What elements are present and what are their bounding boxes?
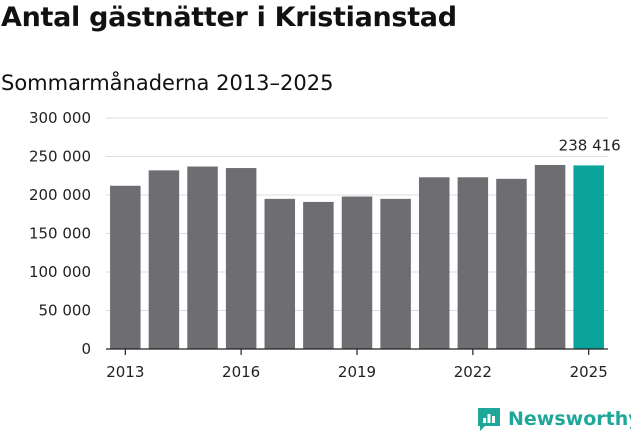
newsworthy-logo-icon — [478, 408, 500, 431]
bar-2019 — [341, 196, 373, 349]
y-tick-label: 100 000 — [29, 263, 91, 281]
y-tick-label: 250 000 — [29, 148, 91, 166]
bar-2025 — [573, 165, 604, 349]
bar-2017 — [264, 198, 296, 349]
bar-chart: 0 50 000 100 000 150 000 200 000 250 000 300 0… — [29, 109, 621, 381]
bar-2024 — [534, 164, 566, 349]
brand: Newsworthy — [476, 406, 631, 432]
y-tick-label: 0 — [81, 340, 91, 358]
x-tick-label: 2016 — [222, 363, 260, 381]
y-tick-label: 150 000 — [29, 225, 91, 243]
bar-2022 — [457, 177, 489, 349]
bar-2016 — [225, 168, 257, 349]
chart-title: Antal gästnätter i Kristianstad — [1, 2, 457, 33]
bar-2014 — [148, 170, 180, 349]
y-tick-label: 200 000 — [29, 186, 91, 204]
bar-2023 — [496, 178, 527, 349]
bar-2020 — [380, 198, 411, 349]
bar-2013 — [110, 185, 141, 349]
brand-name: Newsworthy — [508, 408, 631, 430]
x-tick-label: 2013 — [106, 363, 144, 381]
bar-2021 — [418, 177, 450, 349]
bar-2018 — [303, 201, 334, 349]
y-tick-label: 50 000 — [39, 302, 92, 320]
chart-subtitle: Sommarmånaderna 2013–2025 — [1, 71, 334, 95]
data-label: 238 416 — [559, 136, 621, 154]
y-tick-label: 300 000 — [29, 109, 91, 127]
x-tick-label: 2019 — [338, 363, 376, 381]
x-tick-label: 2022 — [454, 363, 492, 381]
x-tick-label: 2025 — [570, 363, 608, 381]
bar-2015 — [187, 166, 218, 349]
